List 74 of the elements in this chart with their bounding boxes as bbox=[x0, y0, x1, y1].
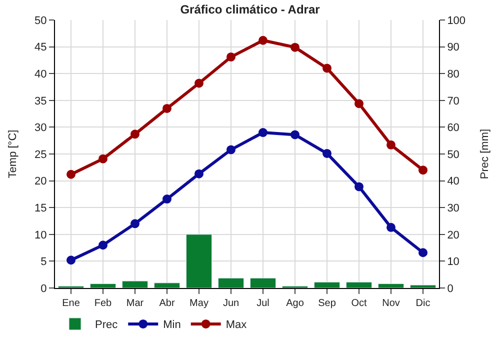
x-tick-label: Jul bbox=[256, 298, 270, 309]
y2-tick-label: 20 bbox=[447, 229, 460, 242]
chart-title: Gráfico climático - Adrar bbox=[180, 2, 320, 17]
y2-tick-label: 100 bbox=[447, 14, 466, 27]
legend-label: Prec bbox=[95, 319, 118, 332]
y-tick-label: 30 bbox=[34, 122, 47, 134]
y2-axis-title: Prec [mm] bbox=[478, 128, 491, 180]
x-tick-label: Abr bbox=[159, 298, 176, 309]
point bbox=[258, 36, 268, 45]
point bbox=[194, 78, 204, 88]
bar bbox=[90, 283, 116, 288]
point bbox=[354, 182, 364, 192]
point bbox=[354, 99, 364, 108]
y-tick-label: 45 bbox=[34, 42, 47, 54]
y-tick-label: 35 bbox=[34, 95, 47, 108]
bar bbox=[154, 282, 180, 288]
point bbox=[162, 194, 172, 204]
y2-tick-label: 80 bbox=[447, 68, 460, 80]
y2-tick-label: 30 bbox=[447, 202, 460, 214]
point bbox=[258, 128, 268, 138]
y-tick-label: 10 bbox=[34, 229, 47, 242]
y-tick-label: 0 bbox=[40, 282, 47, 295]
point bbox=[66, 256, 76, 265]
y-tick-label: 50 bbox=[34, 14, 47, 27]
bar bbox=[186, 234, 212, 288]
y2-tick-label: 70 bbox=[447, 95, 460, 108]
point bbox=[98, 240, 108, 250]
x-tick-label: Sep bbox=[318, 298, 336, 309]
point bbox=[194, 169, 204, 178]
y-tick-label: 40 bbox=[34, 68, 47, 80]
x-tick-label: Ago bbox=[286, 298, 304, 309]
bar bbox=[410, 284, 436, 288]
bar bbox=[346, 282, 372, 288]
point bbox=[130, 130, 140, 139]
bar bbox=[218, 278, 244, 288]
bar bbox=[122, 280, 148, 288]
point bbox=[98, 154, 108, 164]
x-tick-label: Feb bbox=[94, 298, 112, 309]
y2-tick-label: 0 bbox=[447, 282, 454, 295]
point bbox=[66, 170, 76, 179]
point bbox=[386, 140, 396, 150]
point bbox=[226, 52, 236, 62]
x-tick-label: Jun bbox=[222, 298, 240, 309]
y2-tick-label: 90 bbox=[447, 42, 460, 54]
point bbox=[226, 145, 236, 154]
y2-tick-label: 50 bbox=[447, 148, 460, 161]
y-axis-title: Temp [°C] bbox=[7, 130, 20, 178]
point bbox=[290, 42, 300, 52]
point bbox=[290, 130, 300, 140]
x-tick-label: Oct bbox=[351, 298, 367, 309]
point bbox=[130, 219, 140, 228]
bar bbox=[250, 278, 276, 288]
x-tick-label: Nov bbox=[382, 298, 400, 309]
y-tick-label: 20 bbox=[34, 176, 47, 188]
y2-tick-label: 60 bbox=[447, 122, 460, 134]
point bbox=[322, 64, 332, 73]
y-tick-label: 5 bbox=[40, 256, 47, 268]
bar bbox=[378, 283, 404, 288]
legend-label: Min bbox=[163, 319, 181, 332]
y2-tick-label: 40 bbox=[447, 176, 460, 188]
x-tick-label: May bbox=[190, 298, 208, 309]
point bbox=[322, 148, 332, 158]
legend-label: Max bbox=[226, 319, 248, 332]
x-tick-label: Ene bbox=[62, 298, 80, 309]
point bbox=[162, 104, 172, 113]
bar bbox=[314, 282, 340, 288]
point bbox=[386, 222, 396, 232]
x-tick-label: Dic bbox=[416, 298, 430, 309]
x-tick-label: Mar bbox=[126, 298, 144, 309]
y-tick-label: 15 bbox=[34, 202, 47, 214]
point bbox=[418, 166, 428, 175]
point bbox=[418, 248, 428, 258]
y2-tick-label: 10 bbox=[447, 256, 460, 268]
y-tick-label: 25 bbox=[34, 148, 47, 161]
